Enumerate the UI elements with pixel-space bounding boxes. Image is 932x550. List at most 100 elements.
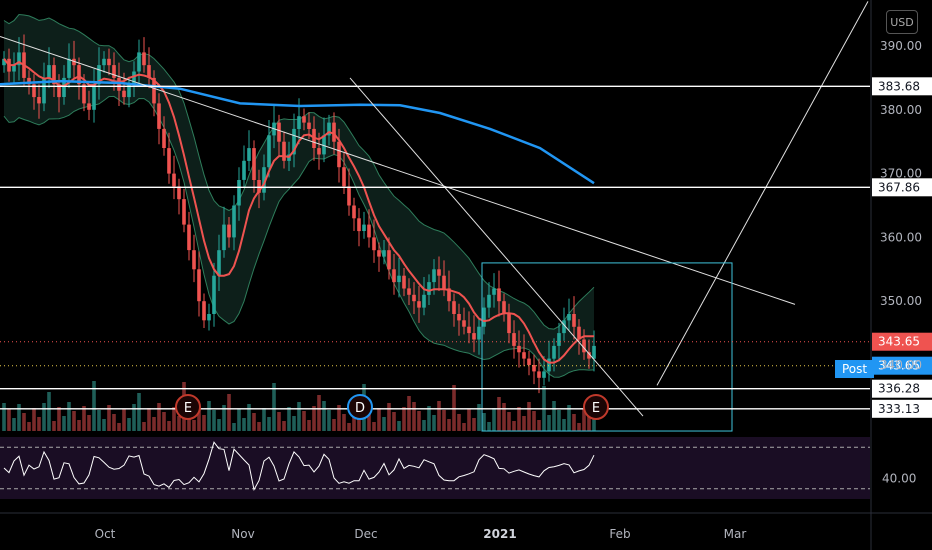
volume-bar (322, 401, 326, 431)
volume-bar (132, 404, 136, 431)
candle-body (457, 314, 461, 320)
volume-bar (62, 416, 66, 431)
rsi-tick-label: 40.00 (882, 471, 916, 485)
candle-body (492, 288, 496, 294)
volume-bar (237, 409, 241, 431)
volume-bar (177, 416, 181, 431)
candle-body (572, 314, 576, 327)
candle-body (527, 359, 531, 365)
candle-body (207, 314, 211, 320)
candle-body (377, 250, 381, 256)
candle-body (217, 250, 221, 276)
x-tick-label: Feb (609, 527, 630, 541)
volume-bar (287, 407, 291, 431)
volume-bar (207, 401, 211, 431)
volume-bar (517, 407, 521, 431)
volume-bar (422, 420, 426, 431)
volume-bar (257, 422, 261, 431)
candle-body (137, 52, 141, 71)
volume-bar (202, 415, 206, 431)
volume-bar (47, 392, 51, 431)
candle-body (347, 186, 351, 205)
volume-bar (502, 403, 506, 431)
volume-bar (72, 411, 76, 431)
candle-body (242, 161, 246, 180)
candle-body (397, 276, 401, 282)
volume-bar (552, 401, 556, 431)
candle-body (482, 308, 486, 327)
volume-bar (377, 408, 381, 431)
candle-body (342, 167, 346, 186)
x-tick-label: 2021 (483, 527, 516, 541)
volume-bar (52, 421, 56, 431)
volume-bar (482, 413, 486, 431)
candle-body (142, 52, 146, 65)
y-tick-label: 390.00 (880, 39, 922, 53)
volume-bar (87, 415, 91, 431)
candle-body (302, 116, 306, 122)
volume-bar (442, 410, 446, 431)
candle-body (317, 148, 321, 154)
volume-bar (212, 410, 216, 431)
candle-body (407, 288, 411, 294)
volume-bar (427, 406, 431, 431)
volume-bar (17, 404, 21, 431)
candle-body (252, 148, 256, 180)
currency-badge[interactable]: USD (886, 10, 918, 34)
candle-body (67, 59, 71, 78)
candle-body (422, 295, 426, 308)
level-tag-label: 383.68 (878, 79, 920, 93)
volume-bar (437, 401, 441, 431)
candle-body (227, 225, 231, 238)
last-price-tag-label: 343.65 (878, 335, 920, 349)
candle-body (522, 352, 526, 358)
volume-bar (7, 409, 11, 431)
candle-body (192, 250, 196, 269)
volume-bar (262, 408, 266, 431)
volume-bar (22, 413, 26, 431)
candle-body (472, 333, 476, 339)
volume-bar (97, 410, 101, 431)
candle-body (167, 148, 171, 174)
candle-body (497, 288, 501, 301)
candle-body (307, 123, 311, 129)
volume-bar (37, 417, 41, 431)
candle-body (417, 301, 421, 307)
volume-bar (12, 418, 16, 431)
volume-bar (252, 413, 256, 431)
candle-body (267, 135, 271, 167)
volume-bar (217, 419, 221, 431)
candle-body (557, 333, 561, 346)
volume-bar (112, 414, 116, 431)
volume-bar (57, 407, 61, 431)
candle-body (37, 97, 41, 103)
volume-bar (492, 408, 496, 431)
volume-bar (457, 414, 461, 431)
candle-body (502, 301, 506, 314)
volume-bar (42, 403, 46, 431)
volume-bar (462, 423, 466, 431)
volume-bar (302, 411, 306, 431)
volume-bar (242, 418, 246, 431)
volume-bar (407, 396, 411, 431)
volume-bar (137, 393, 141, 431)
volume-bar (157, 403, 161, 431)
volume-bar (102, 419, 106, 431)
y-tick-label: 340.00 (880, 358, 922, 372)
volume-bar (317, 395, 321, 431)
candle-body (427, 282, 431, 295)
candle-body (392, 269, 396, 282)
candle-body (87, 103, 91, 109)
candle-body (542, 371, 546, 377)
volume-bar (387, 403, 391, 431)
volume-bar (67, 402, 71, 431)
volume-bar (167, 421, 171, 431)
candle-body (187, 225, 191, 251)
candle-body (297, 116, 301, 129)
candle-body (437, 269, 441, 275)
volume-bar (512, 421, 516, 431)
volume-bar (472, 418, 476, 431)
candle-body (172, 174, 176, 187)
